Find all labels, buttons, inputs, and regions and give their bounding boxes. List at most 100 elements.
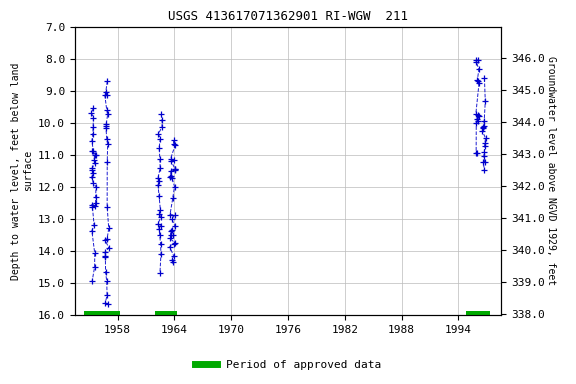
Point [89,105,98,111]
Point [102,136,111,142]
Point [170,184,179,190]
Point [87,228,96,234]
Point [166,232,175,238]
Point [166,173,175,179]
Point [154,193,164,199]
Point [87,202,96,208]
Point [104,301,113,307]
Point [170,167,180,173]
Point [169,137,178,143]
Point [104,245,113,251]
Point [90,160,100,166]
Point [472,116,482,122]
Point [156,270,165,276]
Point [156,222,165,228]
Point [89,180,98,187]
Point [166,168,176,174]
Point [472,57,481,63]
Point [156,251,165,257]
Point [90,203,100,209]
Point [89,115,98,121]
Point [165,244,175,250]
Point [154,225,164,232]
Point [103,78,112,84]
Point [478,124,487,131]
Point [101,249,110,255]
Point [103,292,112,298]
Point [481,98,490,104]
Point [88,148,97,154]
Point [90,250,99,257]
Point [170,142,180,148]
Point [168,257,177,263]
Point [475,80,484,86]
Point [156,241,165,247]
Point [473,150,482,156]
Point [170,240,180,246]
Point [154,131,163,137]
Point [102,91,111,98]
Point [168,232,177,238]
Point [91,200,100,206]
Point [168,175,177,181]
Bar [466,311,490,319]
Point [103,204,112,210]
Point [473,78,483,84]
Point [101,122,111,129]
Point [166,158,176,164]
Point [474,113,483,119]
Point [88,278,97,285]
Point [166,156,175,162]
Point [89,157,98,163]
Point [156,136,165,142]
Point [90,264,99,270]
Point [169,253,179,259]
Point [165,212,175,218]
Point [104,225,113,232]
Point [481,135,490,141]
Point [87,174,96,180]
Point [479,123,488,129]
Point [154,144,164,151]
Point [154,211,164,217]
Point [89,124,98,130]
Point [100,92,109,98]
Point [103,111,112,118]
Point [103,141,112,147]
Point [170,212,179,218]
Point [168,258,177,265]
Point [170,166,180,172]
Point [101,89,110,96]
Point [479,124,488,131]
Point [480,159,489,165]
Point [102,121,111,127]
Point [474,57,483,63]
Point [169,157,179,164]
Point [167,227,176,233]
Point [102,278,111,285]
Point [473,118,482,124]
Point [101,254,110,260]
Point [155,232,164,238]
Point [170,223,180,229]
Point [153,221,162,227]
Point [157,214,166,220]
Point [471,111,480,117]
Point [89,222,98,228]
Point [153,175,162,182]
Bar [156,311,177,319]
Point [480,143,489,149]
Point [87,110,96,116]
Point [153,182,162,188]
Point [100,253,109,259]
Point [156,156,165,162]
Point [88,204,97,210]
Point [480,75,489,81]
Point [89,148,98,154]
Point [474,66,483,73]
Legend: Period of approved data: Period of approved data [191,356,385,375]
Point [480,149,489,155]
Point [88,170,97,176]
Point [88,165,97,171]
Point [479,153,488,159]
